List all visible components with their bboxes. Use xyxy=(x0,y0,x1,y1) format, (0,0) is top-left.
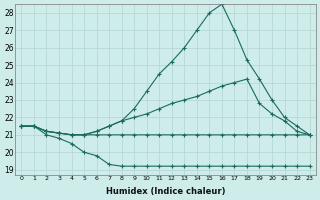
X-axis label: Humidex (Indice chaleur): Humidex (Indice chaleur) xyxy=(106,187,225,196)
